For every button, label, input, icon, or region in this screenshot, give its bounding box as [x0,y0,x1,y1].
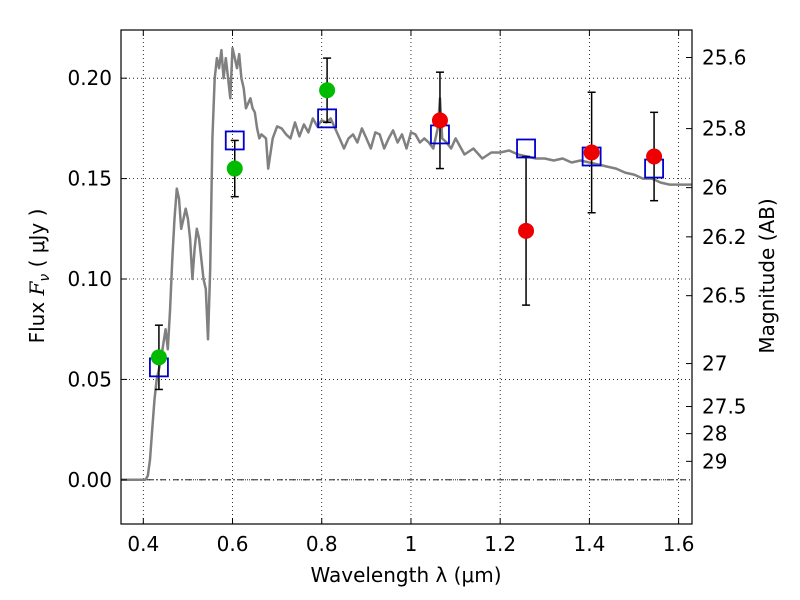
y-tick-labels: 0.00 0.05 0.10 0.15 0.20 [67,66,112,492]
grid [121,30,692,524]
x-axis-label: Wavelength λ (μm) [310,563,501,587]
sed-curve [121,46,692,482]
model-sed-line [121,46,692,482]
right-tick-label-3: 26.2 [702,225,747,249]
right-tick-label-5: 27 [702,352,727,376]
bandpass-square-1 [224,130,245,151]
y-tick-label-1: 0.05 [67,367,112,391]
y-axis-label-subscript: ν [37,274,53,282]
y-tick-label-2: 0.10 [67,267,112,291]
photometry-points [150,82,663,366]
right-tick-label-8: 29 [702,449,727,473]
x-tick-label-0: 0.4 [127,532,159,556]
bandpass-square-2 [317,108,337,129]
x-tick-label-6: 1.6 [663,532,695,556]
right-tick-label-6: 27.5 [702,395,747,419]
x-tick-labels: 0.4 0.6 0.8 1 1.2 1.4 1.6 [127,532,694,556]
x-tick-label-5: 1.4 [573,532,605,556]
x-tick-label-4: 1.2 [484,532,516,556]
photometry-point-3-1 [518,222,535,239]
y-tick-label-0: 0.00 [67,468,112,492]
right-tick-label-0: 25.6 [702,46,747,70]
y-axis-label-unit: ( μJy ) [25,209,49,274]
plot-frame [120,29,693,525]
right-tick-label-1: 25.8 [702,117,747,141]
photometry-point-3-0 [431,112,448,129]
right-tick-label-7: 28 [702,422,727,446]
y-tick-label-3: 0.15 [67,167,112,191]
right-tick-label-4: 26.5 [702,284,747,308]
y-axis-label-prefix: Flux [25,295,49,343]
photometry-point-2-0 [150,349,167,366]
right-axis-label: Magnitude (AB) [755,198,779,353]
right-tick-label-2: 26 [702,176,727,200]
photometry-point-3-2 [583,144,600,161]
x-tick-label-3: 1 [405,532,418,556]
axis-ticks [121,30,692,524]
photometry-point-3-3 [646,148,663,165]
photometry-point-2-1 [226,160,243,177]
y-axis-label: Flux Fν ( μJy ) [25,209,53,344]
error-bars [154,57,659,391]
x-tick-label-1: 0.6 [217,532,249,556]
right-tick-labels: 25.6 25.8 26 26.2 26.5 27 27.5 28 29 [702,46,747,474]
x-tick-label-2: 0.8 [306,532,338,556]
bandpass-square-4 [516,138,536,159]
y-axis-label-symbol: F [25,280,49,296]
y-tick-label-4: 0.20 [67,66,112,90]
photometry-point-2-2 [319,82,336,99]
